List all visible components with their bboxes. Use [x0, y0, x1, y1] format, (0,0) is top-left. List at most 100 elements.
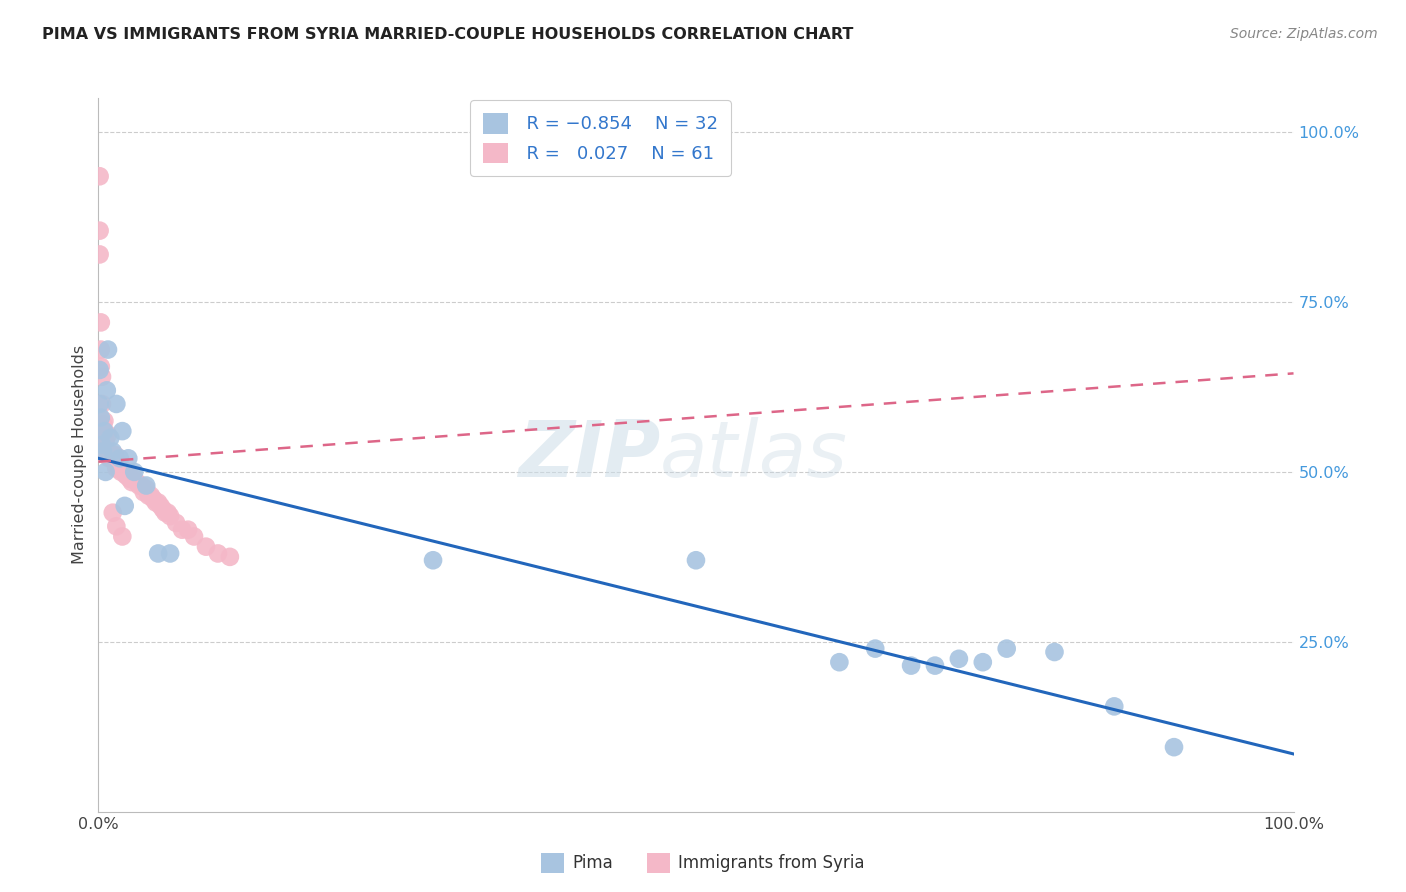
Point: [100, 451, 122, 466]
Point: [91, 438, 114, 452]
Point: [115, 468, 138, 483]
Point: [89, 247, 111, 261]
Point: [972, 655, 994, 669]
Point: [101, 444, 124, 458]
Text: PIMA VS IMMIGRANTS FROM SYRIA MARRIED-COUPLE HOUSEHOLDS CORRELATION CHART: PIMA VS IMMIGRANTS FROM SYRIA MARRIED-CO…: [42, 27, 853, 42]
Y-axis label: Married-couple Households: Married-couple Households: [72, 345, 87, 565]
Legend:   R = −0.854    N = 32,   R =   0.027    N = 61: R = −0.854 N = 32, R = 0.027 N = 61: [470, 100, 731, 176]
Point: [90, 410, 112, 425]
Point: [90, 343, 112, 357]
Point: [91, 369, 114, 384]
Legend: Pima, Immigrants from Syria: Pima, Immigrants from Syria: [534, 847, 872, 880]
Point: [124, 472, 146, 486]
Point: [172, 523, 194, 537]
Point: [120, 472, 142, 486]
Point: [139, 489, 162, 503]
Point: [118, 472, 141, 486]
Point: [107, 455, 129, 469]
Point: [135, 478, 157, 492]
Point: [90, 315, 112, 329]
Point: [219, 549, 242, 564]
Point: [132, 485, 155, 500]
Point: [135, 482, 157, 496]
Point: [131, 478, 153, 492]
Point: [995, 641, 1018, 656]
Point: [105, 461, 128, 475]
Point: [177, 523, 200, 537]
Point: [89, 363, 111, 377]
Text: ZIP: ZIP: [517, 417, 661, 493]
Point: [156, 506, 179, 520]
Point: [112, 465, 135, 479]
Point: [183, 529, 205, 543]
Point: [104, 448, 127, 462]
Point: [93, 427, 115, 442]
Point: [828, 655, 851, 669]
Point: [108, 451, 131, 466]
Point: [91, 444, 114, 458]
Point: [89, 169, 111, 184]
Point: [165, 516, 187, 530]
Point: [115, 468, 138, 483]
Point: [111, 461, 134, 475]
Point: [685, 553, 707, 567]
Point: [117, 451, 139, 466]
Point: [149, 499, 172, 513]
Point: [97, 427, 120, 442]
Point: [1163, 740, 1185, 755]
Point: [89, 397, 111, 411]
Point: [108, 461, 131, 475]
Point: [111, 529, 134, 543]
Point: [1102, 699, 1125, 714]
Point: [117, 468, 139, 483]
Point: [142, 492, 165, 507]
Point: [121, 475, 143, 489]
Point: [101, 448, 124, 462]
Point: [155, 506, 177, 520]
Text: atlas: atlas: [661, 417, 848, 493]
Point: [90, 359, 112, 374]
Point: [89, 224, 111, 238]
Point: [98, 431, 122, 445]
Point: [924, 658, 946, 673]
Point: [94, 448, 117, 462]
Point: [159, 509, 181, 524]
Point: [91, 438, 114, 452]
Point: [128, 478, 150, 492]
Point: [94, 434, 117, 449]
Point: [948, 652, 970, 666]
Point: [152, 502, 174, 516]
Point: [114, 499, 136, 513]
Point: [96, 384, 118, 398]
Point: [125, 475, 148, 489]
Point: [98, 451, 121, 466]
Point: [145, 495, 167, 509]
Point: [124, 465, 146, 479]
Point: [105, 519, 128, 533]
Point: [103, 451, 125, 466]
Point: [194, 540, 218, 554]
Point: [96, 448, 118, 462]
Point: [91, 397, 114, 411]
Point: [1043, 645, 1066, 659]
Point: [863, 641, 887, 656]
Point: [111, 424, 134, 438]
Point: [97, 343, 120, 357]
Point: [91, 417, 114, 432]
Point: [93, 424, 115, 438]
Point: [107, 461, 129, 475]
Point: [114, 465, 136, 479]
Point: [110, 465, 132, 479]
Point: [98, 448, 122, 462]
Text: Source: ZipAtlas.com: Source: ZipAtlas.com: [1230, 27, 1378, 41]
Point: [105, 397, 128, 411]
Point: [93, 414, 115, 428]
Point: [138, 489, 160, 503]
Point: [159, 546, 181, 560]
Point: [148, 546, 170, 560]
Point: [900, 658, 922, 673]
Point: [422, 553, 444, 567]
Point: [148, 495, 170, 509]
Point: [101, 506, 124, 520]
Point: [207, 546, 229, 560]
